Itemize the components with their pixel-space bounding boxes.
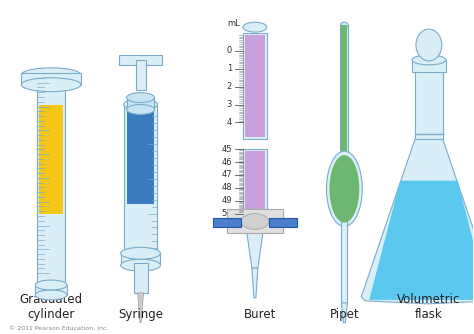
Bar xyxy=(227,209,283,233)
Ellipse shape xyxy=(327,151,362,226)
Bar xyxy=(39,105,63,214)
Text: 49: 49 xyxy=(221,196,232,205)
Bar xyxy=(35,285,67,295)
Polygon shape xyxy=(361,139,474,304)
Polygon shape xyxy=(341,303,347,323)
Ellipse shape xyxy=(127,105,155,115)
Bar xyxy=(213,217,241,227)
Bar xyxy=(243,149,267,214)
Ellipse shape xyxy=(124,252,157,264)
Ellipse shape xyxy=(35,280,67,290)
Bar xyxy=(136,60,146,90)
Text: 45: 45 xyxy=(221,145,232,154)
Bar xyxy=(245,35,265,137)
Text: 46: 46 xyxy=(221,158,232,167)
Polygon shape xyxy=(137,293,144,323)
Polygon shape xyxy=(369,181,474,300)
Text: © 2011 Pearson Education, Inc.: © 2011 Pearson Education, Inc. xyxy=(9,326,109,331)
Bar xyxy=(134,263,147,293)
Text: Syringe: Syringe xyxy=(118,308,163,321)
Text: mL: mL xyxy=(227,19,240,28)
Bar xyxy=(127,105,155,204)
Polygon shape xyxy=(252,268,258,298)
Ellipse shape xyxy=(340,22,348,28)
Text: 0: 0 xyxy=(227,46,232,55)
Ellipse shape xyxy=(35,290,67,300)
Ellipse shape xyxy=(21,78,81,92)
Bar xyxy=(269,217,297,227)
Bar xyxy=(341,197,347,303)
Bar xyxy=(243,33,267,139)
Ellipse shape xyxy=(412,55,446,65)
Text: 50: 50 xyxy=(221,209,232,218)
Polygon shape xyxy=(247,233,263,268)
Bar xyxy=(340,25,348,179)
Text: Volumetric
flask: Volumetric flask xyxy=(397,293,461,321)
Ellipse shape xyxy=(329,155,359,222)
Bar xyxy=(415,67,443,139)
Text: Graduated
cylinder: Graduated cylinder xyxy=(19,293,82,321)
Bar xyxy=(412,60,446,72)
Bar xyxy=(118,55,163,65)
Ellipse shape xyxy=(127,93,155,103)
Text: 48: 48 xyxy=(221,183,232,192)
Ellipse shape xyxy=(121,247,161,259)
Ellipse shape xyxy=(243,22,267,32)
Bar xyxy=(121,253,161,265)
Bar xyxy=(37,80,65,288)
Bar xyxy=(245,151,265,212)
Ellipse shape xyxy=(121,259,161,271)
Text: Buret: Buret xyxy=(244,308,276,321)
Text: 4: 4 xyxy=(227,118,232,127)
Bar xyxy=(124,105,157,258)
Bar xyxy=(341,25,347,151)
Text: Pipet: Pipet xyxy=(329,308,359,321)
Ellipse shape xyxy=(241,214,269,229)
Text: 47: 47 xyxy=(221,170,232,179)
Text: 2: 2 xyxy=(227,82,232,91)
Ellipse shape xyxy=(124,99,157,111)
Bar xyxy=(21,73,81,85)
Ellipse shape xyxy=(21,68,81,82)
Text: 3: 3 xyxy=(227,100,232,109)
Ellipse shape xyxy=(416,29,442,61)
Bar xyxy=(127,98,155,110)
Text: 1: 1 xyxy=(227,64,232,73)
